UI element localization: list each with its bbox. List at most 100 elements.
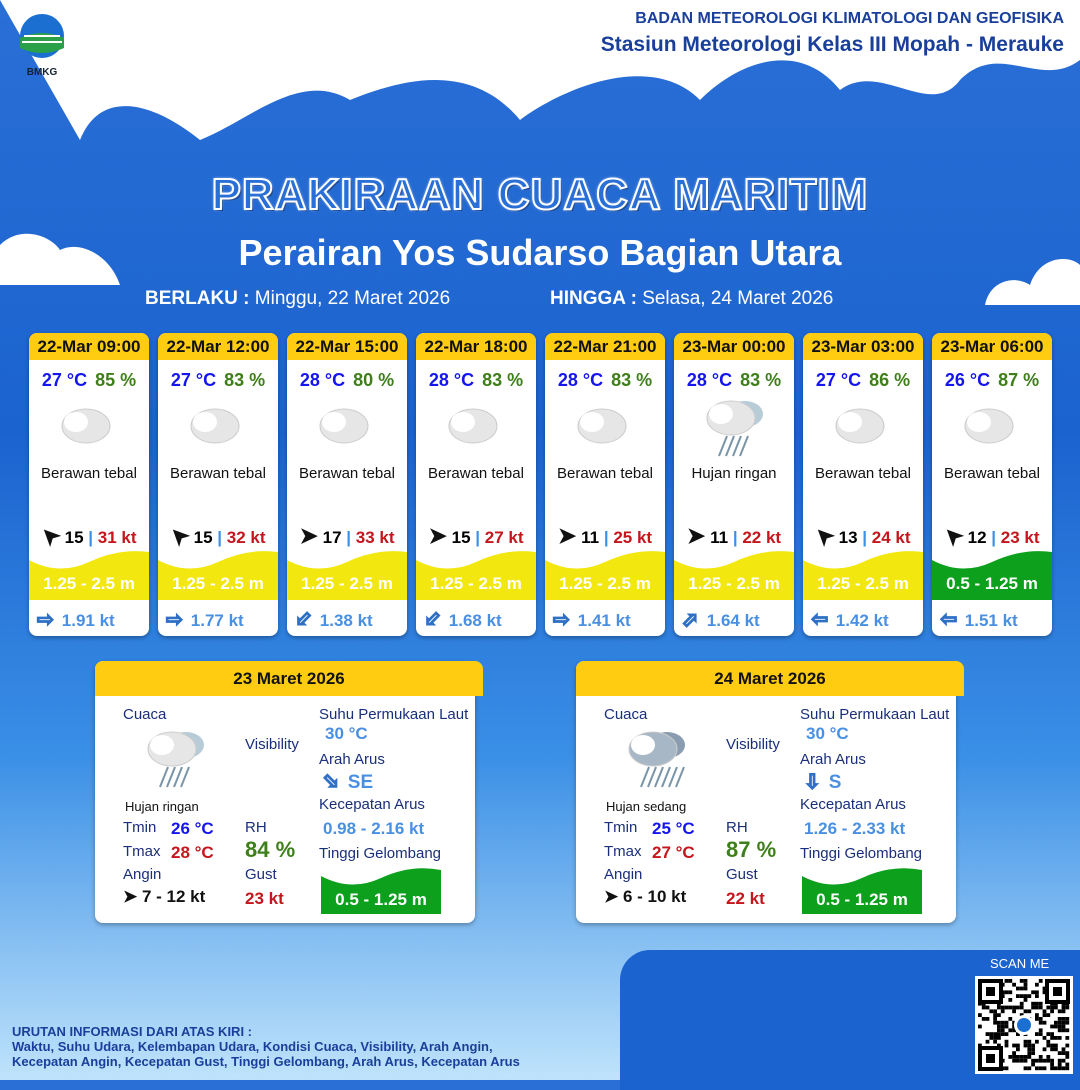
current-speed: 1.42 kt bbox=[835, 611, 889, 630]
label-kecepatan-arus: Kecepatan Arus bbox=[319, 796, 425, 813]
weather-condition: Berawan tebal bbox=[944, 465, 1040, 482]
wave-height-badge: 0.5 - 1.25 m bbox=[802, 866, 922, 914]
label-sst: Suhu Permukaan Laut bbox=[800, 706, 950, 723]
wind-direction-icon: ➤ bbox=[34, 520, 66, 552]
wave-height-badge: 1.25 - 2.5 m bbox=[29, 548, 149, 600]
label-rh: RH bbox=[726, 819, 748, 836]
footer-legend: URUTAN INFORMASI DARI ATAS KIRI : Waktu,… bbox=[12, 1024, 520, 1069]
temperature: 28 °C bbox=[299, 370, 346, 390]
rh-value: 84 % bbox=[245, 837, 296, 862]
footer-line: Kecepatan Angin, Kecepatan Gust, Tinggi … bbox=[12, 1054, 520, 1069]
weather-condition: Berawan tebal bbox=[299, 465, 395, 482]
current-direction-icon: ⇨ bbox=[940, 608, 958, 631]
forecast-time: 23-Mar 00:00 bbox=[674, 333, 794, 360]
forecast-time: 22-Mar 09:00 bbox=[29, 333, 149, 360]
cloud-banner bbox=[0, 0, 1080, 140]
wave-height: 1.25 - 2.5 m bbox=[430, 574, 522, 593]
wind-speed: 15 bbox=[451, 528, 471, 547]
gust-speed: 24 kt bbox=[871, 528, 911, 547]
label-gust: Gust bbox=[245, 866, 277, 883]
label-tinggi-gelombang: Tinggi Gelombang bbox=[319, 845, 442, 862]
daily-summary-card: 23 Maret 2026 Cuaca Hujan ringan Visibil… bbox=[95, 661, 483, 923]
weather-condition: Berawan tebal bbox=[41, 465, 137, 482]
forecast-card: 22-Mar 21:00 28 °C 83 % Berawan tebal ➤ 1… bbox=[545, 333, 665, 636]
wind-direction-icon: ➤ bbox=[557, 523, 577, 548]
current-direction: SE bbox=[347, 772, 374, 793]
humidity: 83 % bbox=[482, 370, 524, 390]
cloud-icon bbox=[158, 391, 278, 461]
forecast-time: 22-Mar 12:00 bbox=[158, 333, 278, 360]
temperature: 27 °C bbox=[41, 370, 88, 390]
logo-text: BMKG bbox=[26, 67, 58, 78]
gust-value: 22 kt bbox=[726, 889, 765, 908]
wave-height: 1.25 - 2.5 m bbox=[817, 574, 909, 593]
wave-height: 1.25 - 2.5 m bbox=[688, 574, 780, 593]
humidity: 87 % bbox=[998, 370, 1040, 390]
station-name: Stasiun Meteorologi Kelas III Mopah - Me… bbox=[600, 33, 1064, 56]
rain-cloud-icon bbox=[674, 391, 794, 461]
forecast-time: 22-Mar 15:00 bbox=[287, 333, 407, 360]
label-tinggi-gelombang: Tinggi Gelombang bbox=[800, 845, 923, 862]
current-direction-icon: ⇨ bbox=[811, 608, 829, 631]
temperature: 27 °C bbox=[815, 370, 862, 390]
humidity: 85 % bbox=[95, 370, 137, 390]
cloud-icon bbox=[545, 391, 665, 461]
temperature: 26 °C bbox=[944, 370, 991, 390]
forecast-time: 23-Mar 03:00 bbox=[803, 333, 923, 360]
cloud-icon bbox=[803, 391, 923, 461]
wave-height-badge: 1.25 - 2.5 m bbox=[416, 548, 536, 600]
wave-height-badge: 1.25 - 2.5 m bbox=[674, 548, 794, 600]
wind-direction-icon: ➤ bbox=[686, 523, 706, 548]
sst-value: 30 °C bbox=[806, 724, 849, 743]
label-sst: Suhu Permukaan Laut bbox=[319, 706, 469, 723]
current-speed: 1.26 - 2.33 kt bbox=[804, 819, 906, 838]
current-direction-icon: ⇨ bbox=[677, 606, 705, 634]
wave-height-badge: 1.25 - 2.5 m bbox=[803, 548, 923, 600]
wave-height-badge: 1.25 - 2.5 m bbox=[287, 548, 407, 600]
wind-direction-icon: ➤ bbox=[937, 520, 969, 552]
current-direction-icon: ⇨ bbox=[289, 605, 317, 633]
weather-condition: Hujan ringan bbox=[691, 465, 777, 482]
humidity: 86 % bbox=[869, 370, 911, 390]
wave-height: 0.5 - 1.25 m bbox=[946, 574, 1038, 593]
forecast-card: 23-Mar 00:00 28 °C 83 % Hujan ringan ➤ 11… bbox=[674, 333, 794, 636]
footer-line: URUTAN INFORMASI DARI ATAS KIRI : bbox=[12, 1024, 252, 1039]
valid-to-date: Selasa, 24 Maret 2026 bbox=[642, 288, 834, 309]
forecast-card: 22-Mar 12:00 27 °C 83 % Berawan tebal ➤ 1… bbox=[158, 333, 278, 636]
valid-to-label: HINGGA : bbox=[550, 288, 637, 309]
wave-height-badge: 0.5 - 1.25 m bbox=[932, 548, 1052, 600]
forecast-time: 22-Mar 18:00 bbox=[416, 333, 536, 360]
current-direction-icon: ⇨ bbox=[418, 605, 446, 633]
label-kecepatan-arus: Kecepatan Arus bbox=[800, 796, 906, 813]
day-condition: Hujan ringan bbox=[125, 799, 199, 814]
wind-direction-icon: ➤ bbox=[123, 887, 138, 906]
wave-height: 1.25 - 2.5 m bbox=[43, 574, 135, 593]
footer-line: Waktu, Suhu Udara, Kelembapan Udara, Kon… bbox=[12, 1039, 493, 1054]
valid-from: BERLAKU : Minggu, 22 Maret 2026 bbox=[145, 288, 450, 310]
label-visibility: Visibility bbox=[726, 736, 780, 753]
forecast-card: 22-Mar 15:00 28 °C 80 % Berawan tebal ➤ 1… bbox=[287, 333, 407, 636]
wind-speed: 15 bbox=[193, 528, 213, 547]
forecast-time: 23-Mar 06:00 bbox=[932, 333, 1052, 360]
wind-direction-icon: ➤ bbox=[163, 520, 195, 552]
humidity: 83 % bbox=[224, 370, 266, 390]
weather-condition: Berawan tebal bbox=[557, 465, 653, 482]
forecast-time: 22-Mar 21:00 bbox=[545, 333, 665, 360]
qr-panel: SCAN ME bbox=[620, 950, 1080, 1090]
wind-direction-icon: ➤ bbox=[299, 523, 318, 548]
current-speed: 0.98 - 2.16 kt bbox=[323, 819, 425, 838]
wind-speed: 11 bbox=[710, 528, 729, 547]
current-direction-icon: ⇨ bbox=[37, 609, 55, 632]
current-speed: 1.91 kt bbox=[61, 611, 115, 630]
label-angin: Angin bbox=[604, 866, 643, 883]
cloud-icon bbox=[29, 391, 149, 461]
heavy-rain-cloud-icon bbox=[621, 725, 691, 794]
qr-code[interactable] bbox=[975, 976, 1073, 1074]
tmax-value: 28 °C bbox=[171, 843, 214, 862]
wave-height-badge: 1.25 - 2.5 m bbox=[158, 548, 278, 600]
gust-value: 23 kt bbox=[245, 889, 284, 908]
current-direction-icon: ⇨ bbox=[317, 768, 345, 796]
wave-height-badge: 0.5 - 1.25 m bbox=[321, 866, 441, 914]
wind-speed: 15 bbox=[64, 528, 84, 547]
label-arah-arus: Arah Arus bbox=[800, 751, 866, 768]
